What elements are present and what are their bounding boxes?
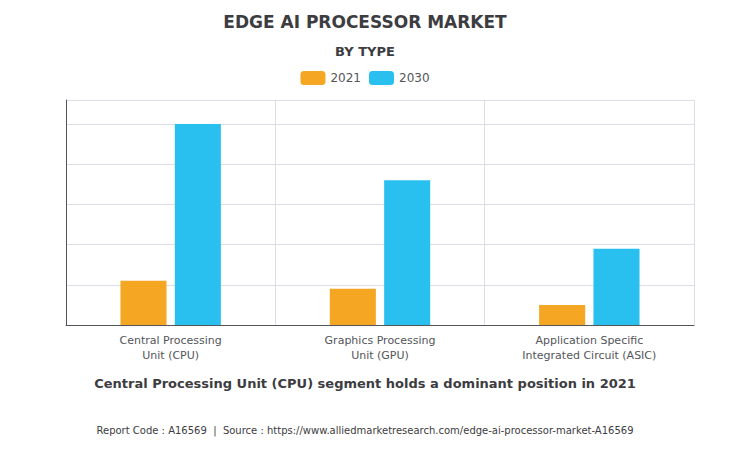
svg-text:Application Specific: Application Specific — [535, 334, 643, 347]
svg-text:Unit (GPU): Unit (GPU) — [351, 349, 409, 362]
svg-text:2021: 2021 — [330, 71, 361, 85]
svg-text:Report Code : A16569 | Sourc: Report Code : A16569 | Source : https://… — [96, 425, 633, 437]
svg-text:2030: 2030 — [399, 71, 430, 85]
svg-text:Central Processing: Central Processing — [120, 334, 222, 347]
svg-text:Central Processing Unit (CPU): Central Processing Unit (CPU) segment ho… — [94, 376, 636, 391]
svg-text:Graphics Processing: Graphics Processing — [325, 334, 436, 347]
svg-text:Unit (CPU): Unit (CPU) — [142, 349, 199, 362]
svg-text:EDGE AI PROCESSOR MARKET: EDGE AI PROCESSOR MARKET — [223, 12, 507, 32]
svg-text:BY TYPE: BY TYPE — [335, 44, 395, 59]
svg-text:Integrated Circuit (ASIC): Integrated Circuit (ASIC) — [522, 349, 656, 362]
